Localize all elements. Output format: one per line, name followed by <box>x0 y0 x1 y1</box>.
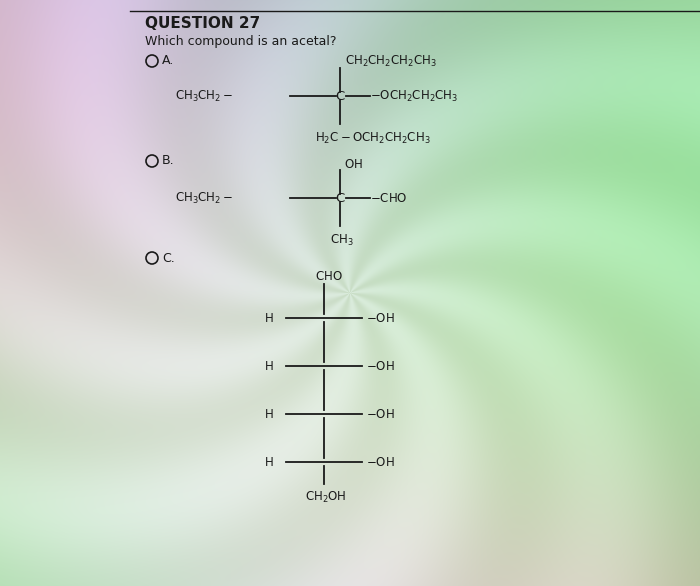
Text: H: H <box>265 359 274 373</box>
Text: $\mathrm{H_2C-OCH_2CH_2CH_3}$: $\mathrm{H_2C-OCH_2CH_2CH_3}$ <box>315 131 430 145</box>
Text: $\mathrm{CH_3CH_2-}$: $\mathrm{CH_3CH_2-}$ <box>175 190 233 206</box>
Text: $\mathrm{-OH}$: $\mathrm{-OH}$ <box>366 407 395 421</box>
Text: $\mathrm{CH_3CH_2-}$: $\mathrm{CH_3CH_2-}$ <box>175 88 233 104</box>
Text: H: H <box>265 455 274 468</box>
Text: $\mathrm{-OH}$: $\mathrm{-OH}$ <box>366 312 395 325</box>
Text: $\mathrm{-OH}$: $\mathrm{-OH}$ <box>366 359 395 373</box>
Text: $\mathrm{OH}$: $\mathrm{OH}$ <box>344 158 363 171</box>
Text: A.: A. <box>162 54 174 67</box>
Text: $\mathrm{-OCH_2CH_2CH_3}$: $\mathrm{-OCH_2CH_2CH_3}$ <box>370 88 458 104</box>
Text: $\mathrm{CH_3}$: $\mathrm{CH_3}$ <box>330 233 354 247</box>
Text: $\mathrm{-OH}$: $\mathrm{-OH}$ <box>366 455 395 468</box>
Text: C: C <box>335 90 344 103</box>
Text: Which compound is an acetal?: Which compound is an acetal? <box>145 36 337 49</box>
Text: C: C <box>335 192 344 205</box>
Text: QUESTION 27: QUESTION 27 <box>145 15 260 30</box>
Text: $\mathrm{CH_2CH_2CH_2CH_3}$: $\mathrm{CH_2CH_2CH_2CH_3}$ <box>345 54 437 69</box>
Text: B.: B. <box>162 155 174 168</box>
Text: H: H <box>265 312 274 325</box>
Text: H: H <box>265 407 274 421</box>
Text: $\mathrm{CHO}$: $\mathrm{CHO}$ <box>315 270 343 282</box>
Text: $\mathrm{-CHO}$: $\mathrm{-CHO}$ <box>370 192 407 205</box>
Text: C.: C. <box>162 251 175 264</box>
Text: $\mathrm{CH_2OH}$: $\mathrm{CH_2OH}$ <box>305 489 346 505</box>
